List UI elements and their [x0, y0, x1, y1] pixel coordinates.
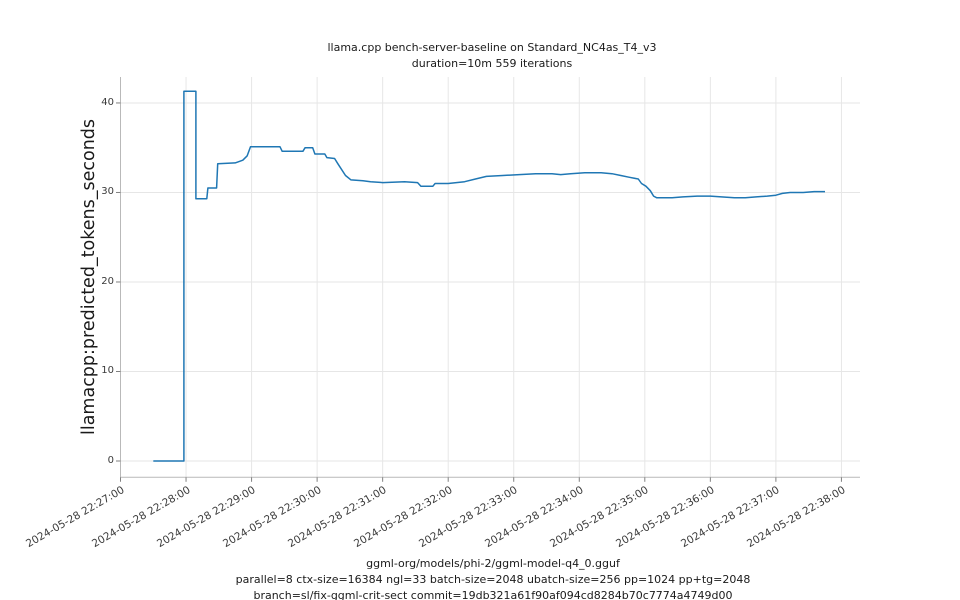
y-tick-label: 10	[101, 365, 114, 377]
y-tick-label: 0	[107, 455, 114, 466]
chart-subtitle: duration=10m 559 iterations	[411, 56, 573, 70]
chart-title-block: llama.cpp bench-server-baseline on Stand…	[120, 40, 864, 71]
y-tick-label: 20	[101, 275, 114, 287]
x-axis-caption: ggml-org/models/phi-2/ggml-model-q4_0.gg…	[120, 556, 866, 600]
caption-model-line: ggml-org/models/phi-2/ggml-model-q4_0.gg…	[366, 557, 620, 570]
y-tick-label: 40	[101, 96, 114, 108]
chart-title: llama.cpp bench-server-baseline on Stand…	[327, 41, 657, 54]
y-tick-label: 30	[101, 186, 114, 198]
caption-branch-line: branch=sl/fix-ggml-crit-sect commit=19db…	[253, 589, 733, 600]
series-line	[153, 90, 825, 462]
caption-params-line: parallel=8 ctx-size=16384 ngl=33 batch-s…	[235, 573, 751, 586]
